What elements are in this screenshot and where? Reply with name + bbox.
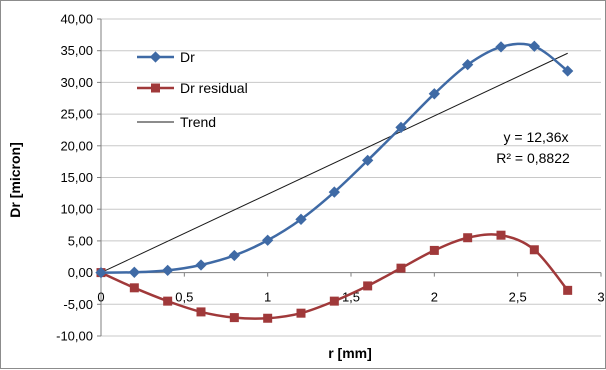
r-squared-label: R² = 0,8822 bbox=[496, 150, 570, 166]
dr-residual-point bbox=[196, 307, 206, 317]
dr-residual-point bbox=[329, 296, 339, 306]
dr-point bbox=[128, 266, 140, 278]
legend-item-dr: Dr bbox=[137, 49, 195, 65]
dr-residual-point bbox=[363, 281, 373, 291]
y-tick-label: 15,00 bbox=[60, 170, 93, 185]
dr-residual-point bbox=[496, 230, 506, 240]
y-tick-label: -10,00 bbox=[56, 329, 93, 344]
x-tick-labels: 0 0,5 1 1,5 2 2,5 3 bbox=[97, 290, 604, 305]
x-axis-title: r [mm] bbox=[328, 345, 372, 361]
x-tick-label: 1 bbox=[264, 290, 271, 305]
legend-marker-dr bbox=[149, 51, 162, 63]
dr-residual-point bbox=[396, 263, 406, 273]
series bbox=[95, 40, 574, 323]
y-tick-label: 10,00 bbox=[60, 202, 93, 217]
y-tick-label: 35,00 bbox=[60, 43, 93, 58]
legend-label-trend: Trend bbox=[180, 114, 216, 130]
dr-point bbox=[528, 40, 540, 52]
dr-point bbox=[262, 234, 274, 246]
dr-point bbox=[195, 259, 207, 271]
y-tick-label: 0,00 bbox=[68, 265, 93, 280]
x-tick-label: 2,5 bbox=[509, 290, 527, 305]
x-tick-label: 3 bbox=[597, 290, 604, 305]
legend-item-trend: Trend bbox=[137, 114, 216, 130]
dr-residual-point bbox=[429, 245, 439, 255]
x-tick-label: 2 bbox=[431, 290, 438, 305]
y-tick-labels: -10,00 -5,00 0,00 5,00 10,00 15,00 20,00 25,00 3… bbox=[56, 12, 93, 344]
dr-point bbox=[162, 264, 174, 277]
dr-residual-point bbox=[563, 285, 573, 295]
y-tick-label: 5,00 bbox=[68, 233, 93, 248]
dr-residual-point bbox=[529, 245, 539, 255]
legend-label-dr: Dr bbox=[180, 49, 195, 65]
dr-point bbox=[328, 186, 340, 198]
trend-line bbox=[100, 52, 568, 274]
dr-residual-point bbox=[463, 233, 473, 243]
x-tick-label: 0,5 bbox=[175, 290, 193, 305]
legend-marker-dr-residual bbox=[151, 83, 160, 93]
legend-label-dr-residual: Dr residual bbox=[180, 80, 248, 96]
y-tick-label: -5,00 bbox=[63, 297, 93, 312]
dr-residual-point bbox=[263, 313, 273, 323]
dr-residual-line bbox=[100, 233, 569, 320]
y-tick-label: 30,00 bbox=[60, 75, 93, 90]
trend-equation: y = 12,36x bbox=[504, 129, 569, 145]
legend: Dr Dr residual Trend bbox=[137, 49, 248, 130]
dr-residual-point bbox=[163, 296, 173, 306]
dr-residual-point bbox=[296, 308, 306, 318]
y-tick-label: 40,00 bbox=[60, 12, 93, 27]
dr-residual-point bbox=[229, 313, 239, 323]
dr-point bbox=[295, 213, 307, 226]
dr-point bbox=[495, 41, 507, 53]
legend-item-dr-residual: Dr residual bbox=[137, 80, 248, 96]
x-tick-label: 0 bbox=[97, 290, 104, 305]
y-tick-label: 25,00 bbox=[60, 107, 93, 122]
y-tick-label: 20,00 bbox=[60, 138, 93, 153]
dr-point bbox=[228, 249, 240, 262]
y-axis-title: Dr [micron] bbox=[7, 142, 23, 217]
dr-point bbox=[362, 154, 374, 167]
dr-residual-point bbox=[129, 283, 139, 293]
x-tick-label: 1,5 bbox=[342, 290, 360, 305]
